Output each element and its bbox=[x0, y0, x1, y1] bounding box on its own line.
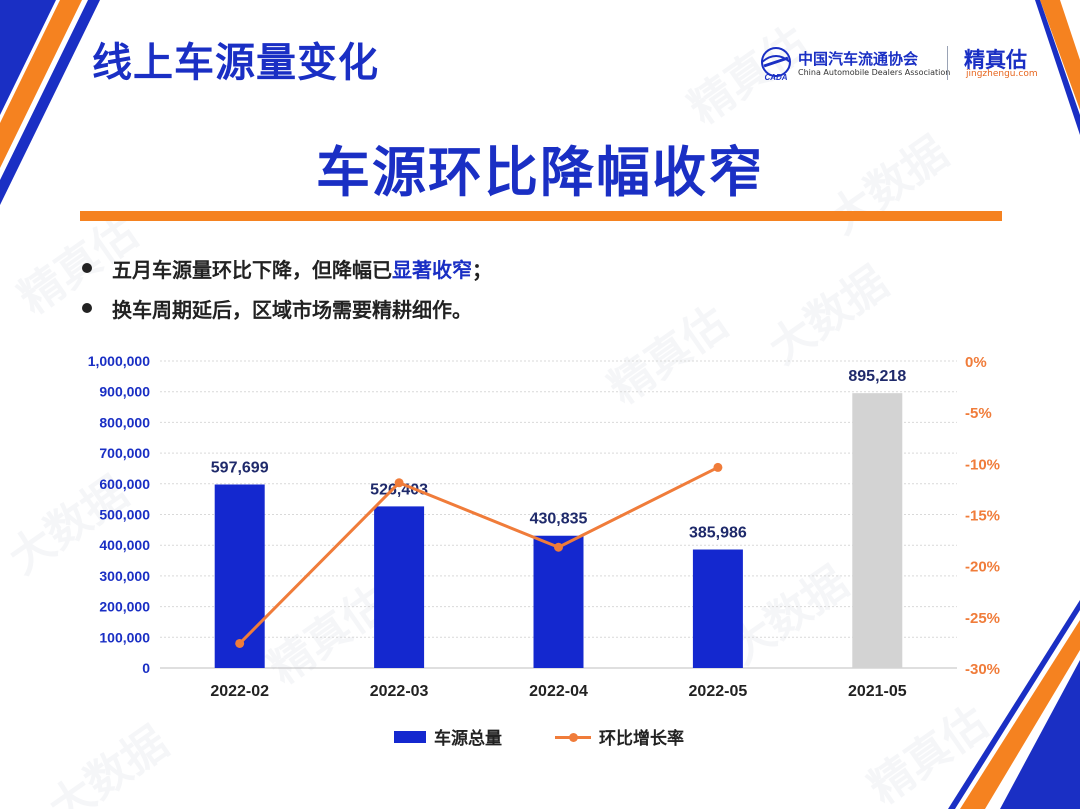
bullet-dot bbox=[82, 263, 92, 273]
bar-value-label: 895,218 bbox=[848, 368, 906, 385]
jingzhengu-logo-cn: 精真估 bbox=[964, 48, 1027, 72]
x-tick-label: 2022-02 bbox=[210, 683, 269, 700]
page-title: 线上车源量变化 bbox=[92, 40, 379, 86]
y-left-tick-label: 500,000 bbox=[99, 507, 150, 523]
bullet-item: 五月车源量环比下降，但降幅已 显著收窄； bbox=[82, 248, 492, 288]
bullet-text-end: ； bbox=[472, 257, 492, 282]
y-left-tick-label: 200,000 bbox=[99, 599, 150, 615]
y-right-tick-label: 0% bbox=[965, 354, 987, 371]
x-tick-label: 2022-05 bbox=[689, 683, 748, 700]
y-left-tick-label: 1,000,000 bbox=[88, 353, 150, 369]
y-left-tick-label: 0 bbox=[142, 660, 150, 676]
y-left-tick-label: 900,000 bbox=[99, 384, 150, 400]
y-right-tick-label: -15% bbox=[965, 508, 1000, 525]
legend-item-growth: 环比增长率 bbox=[555, 724, 684, 749]
bar bbox=[692, 549, 743, 668]
cada-mark-text: CADA bbox=[764, 73, 787, 82]
bottom-right-orange-stripe bbox=[960, 620, 1080, 809]
legend-label-volume: 车源总量 bbox=[434, 729, 502, 749]
x-tick-label: 2022-04 bbox=[529, 683, 588, 700]
x-tick-label: 2022-03 bbox=[370, 683, 429, 700]
x-tick-label: 2021-05 bbox=[848, 683, 907, 700]
bar bbox=[533, 535, 584, 668]
y-left-tick-label: 400,000 bbox=[99, 537, 150, 553]
top-right-orange-stripe bbox=[1040, 0, 1080, 110]
bar-value-label: 385,986 bbox=[689, 525, 747, 542]
title-underline bbox=[80, 211, 1002, 221]
bar bbox=[374, 506, 425, 668]
line-point bbox=[713, 462, 723, 472]
y-right-tick-label: -30% bbox=[965, 661, 1000, 678]
bullet-text: 五月车源量环比下降，但降幅已 bbox=[112, 257, 392, 282]
bar bbox=[214, 484, 265, 668]
line-point bbox=[554, 542, 563, 552]
bottom-right-thin-stripe bbox=[948, 600, 1080, 809]
bar bbox=[852, 393, 903, 668]
cada-name-cn: 中国汽车流通协会 bbox=[798, 50, 919, 68]
jingzhengu-logo-url: jingzhengu.com bbox=[966, 69, 1038, 79]
chart: 0 100,000 200,000 300,000 400,000 500,000 600,… bbox=[88, 353, 1000, 700]
bullet-highlight: 显著收窄 bbox=[392, 257, 472, 282]
bullet-text: 换车周期延后，区域市场需要精耕细作。 bbox=[112, 297, 472, 322]
cada-name-en: China Automobile Dealers Association bbox=[798, 68, 951, 77]
main-title: 车源环比降幅收窄 bbox=[316, 141, 764, 204]
top-left-orange-stripe bbox=[0, 0, 82, 168]
cada-logo-icon: CADA bbox=[761, 47, 791, 82]
y-right-tick-label: -10% bbox=[965, 456, 1000, 473]
bullet-list: 五月车源量环比下降，但降幅已 显著收窄； 换车周期延后，区域市场需要精耕细作。 bbox=[82, 248, 492, 328]
y-left-tick-label: 600,000 bbox=[99, 476, 150, 492]
bar-value-label: 597,699 bbox=[211, 460, 269, 477]
bar-value-label: 430,835 bbox=[530, 511, 588, 528]
y-right-tick-label: -20% bbox=[965, 559, 1000, 576]
bullet-item: 换车周期延后，区域市场需要精耕细作。 bbox=[82, 288, 492, 328]
y-left-tick-label: 700,000 bbox=[99, 445, 150, 461]
top-left-thin-stripe bbox=[0, 0, 100, 205]
y-left-tick-label: 800,000 bbox=[99, 414, 150, 430]
logo-divider bbox=[947, 46, 948, 80]
y-right-tick-label: -25% bbox=[965, 610, 1000, 627]
legend-label-growth: 环比增长率 bbox=[599, 729, 684, 749]
bottom-right-blue-stripe bbox=[1000, 660, 1080, 809]
legend-line-swatch bbox=[555, 730, 591, 744]
top-right-blue-stripe bbox=[1035, 0, 1080, 135]
series-line bbox=[238, 466, 719, 645]
line-point bbox=[394, 478, 404, 488]
y-left-tick-label: 100,000 bbox=[99, 629, 150, 645]
bullet-dot bbox=[82, 303, 92, 313]
legend-item-volume: 车源总量 bbox=[394, 724, 502, 749]
line-point bbox=[235, 638, 245, 648]
bar-value-label: 526,403 bbox=[370, 481, 428, 498]
top-left-blue-stripe bbox=[0, 0, 56, 115]
y-left-tick-label: 300,000 bbox=[99, 568, 150, 584]
legend-bar-swatch bbox=[394, 730, 426, 743]
y-right-tick-label: -5% bbox=[965, 405, 992, 422]
